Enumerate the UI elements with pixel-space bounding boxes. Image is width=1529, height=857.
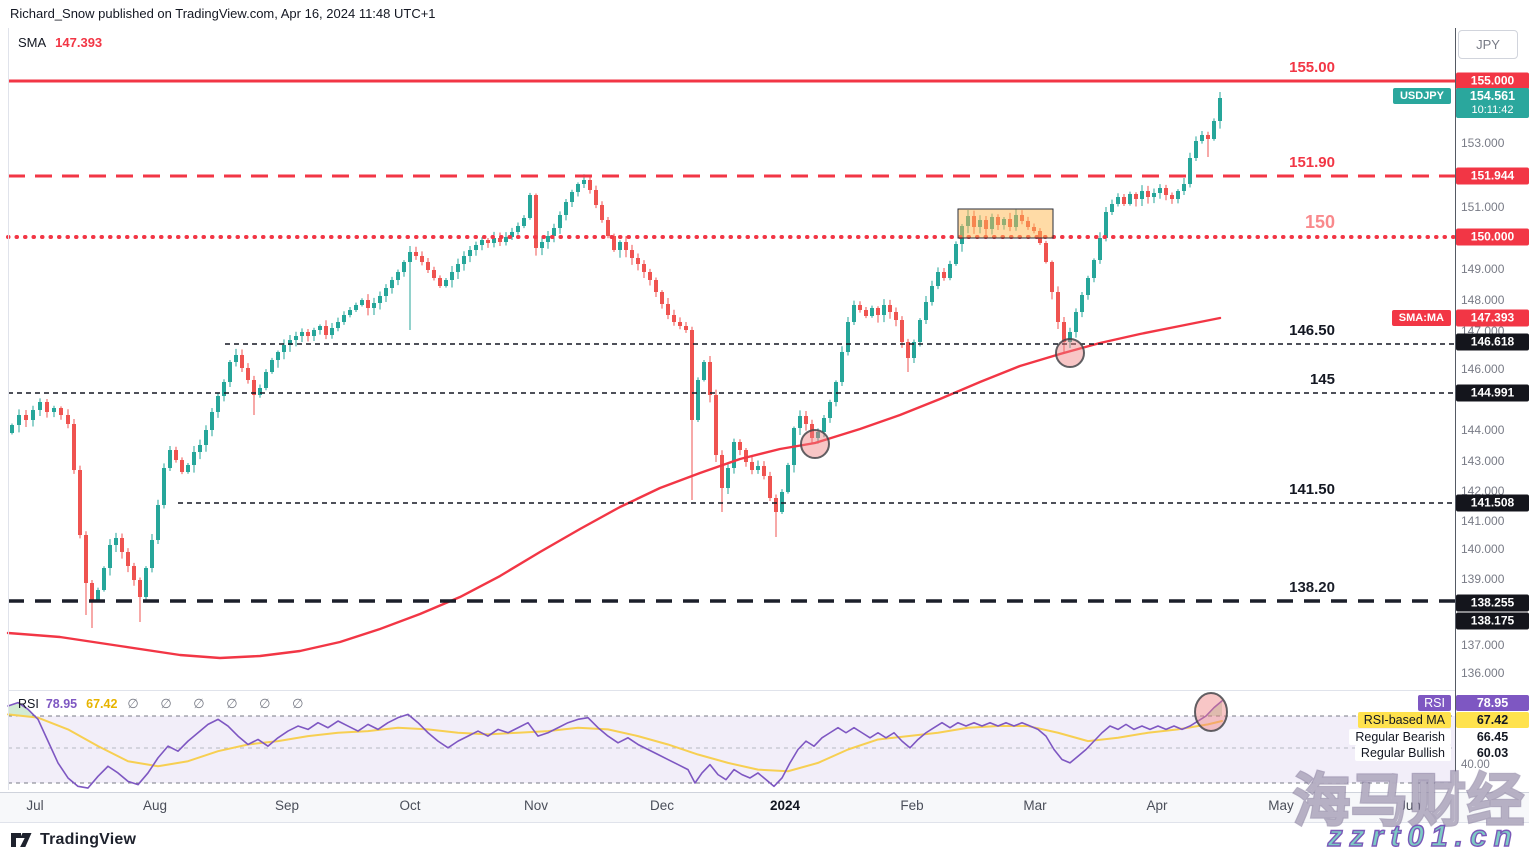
price-level-label: 151.90 (1289, 154, 1335, 171)
date-axis-tick: Mar (1023, 798, 1047, 813)
price-axis-tick: 148.000 (1461, 293, 1505, 307)
rsi-value: 78.95 (45, 697, 78, 711)
watermark-url: zzrt01.cn (1327, 819, 1519, 853)
currency-toggle-button[interactable]: JPY (1458, 30, 1518, 59)
price-line-badge: 141.508 (1456, 494, 1529, 512)
rsi-row-value: 67.42 (1456, 712, 1529, 728)
date-axis-tick: Jun (1399, 798, 1421, 813)
date-axis-tick: Nov (523, 798, 549, 813)
price-level-label: 141.50 (1289, 481, 1335, 498)
price-line-badge: 151.944 (1456, 167, 1529, 185)
date-axis-tick: Aug (142, 798, 168, 813)
price-line-badge: 147.393 (1456, 309, 1529, 327)
main-legend[interactable]: SMA 147.393 (18, 35, 102, 50)
rsi-row-label: RSI-based MA (1357, 712, 1451, 728)
price-axis-tick: 144.000 (1461, 423, 1505, 437)
date-axis-tick: Oct (399, 798, 421, 813)
watermark-chinese: 海马财经 (1292, 768, 1526, 835)
price-level-label: 155.00 (1289, 59, 1335, 76)
rsi-empty-values: ∅ ∅ ∅ ∅ ∅ ∅ (127, 696, 313, 711)
date-axis-tick: Apr (1146, 798, 1168, 813)
price-axis-border (1455, 28, 1456, 822)
sma-legend-value: 147.393 (55, 35, 103, 50)
rsi-legend[interactable]: RSI 78.95 67.42 ∅ ∅ ∅ ∅ ∅ ∅ (18, 696, 312, 712)
sma-ma-tag: SMA:MA (1391, 310, 1451, 326)
tradingview-brand-text: TradingView (40, 831, 137, 848)
price-line-badge: 138.255 (1456, 594, 1529, 612)
date-axis-tick: 2024 (769, 798, 801, 813)
price-axis-tick: 149.000 (1461, 262, 1505, 276)
price-level-label: 146.50 (1289, 322, 1335, 339)
price-axis-tick: 136.000 (1461, 666, 1505, 680)
price-level-label: 145 (1309, 371, 1335, 388)
price-axis-tick: 140.000 (1461, 542, 1505, 556)
price-axis-tick: 146.000 (1461, 362, 1505, 376)
last-price-badge: 154.561 10:11:42 (1456, 88, 1529, 118)
date-axis-tick: Dec (649, 798, 675, 813)
sma-legend-label: SMA (18, 35, 47, 50)
price-axis-tick: 141.000 (1461, 514, 1505, 528)
rsi-row-label: RSI (1418, 695, 1451, 711)
rsi-row-value: 66.45 (1476, 730, 1509, 744)
rsi-ma-value: 67.42 (86, 697, 118, 711)
price-axis-tick: 139.000 (1461, 572, 1505, 586)
price-line-badge: 146.618 (1456, 333, 1529, 351)
rsi-row-label: Regular Bullish (1354, 745, 1451, 761)
price-level-label: 150 (1304, 212, 1335, 232)
rsi-row-value: 60.03 (1476, 746, 1509, 760)
price-axis-tick: 151.000 (1461, 200, 1505, 214)
price-line-badge: 144.991 (1456, 384, 1529, 402)
price-level-label: 138.20 (1289, 579, 1335, 596)
price-axis-tick: 153.000 (1461, 136, 1505, 150)
date-axis[interactable] (0, 792, 1529, 823)
price-axis-tick: 143.000 (1461, 454, 1505, 468)
price-axis-tick: 137.000 (1461, 638, 1505, 652)
price-line-badge: 150.000 (1456, 228, 1529, 246)
rsi-row-label: Regular Bearish (1349, 729, 1451, 745)
price-line-badge: 155.000 (1456, 72, 1529, 90)
date-axis-tick: Sep (274, 798, 300, 813)
tradingview-logo-icon (11, 833, 32, 847)
pane-divider[interactable] (8, 690, 1455, 691)
pane-left-border (8, 28, 9, 790)
bar-countdown: 10:11:42 (1471, 104, 1514, 116)
date-axis-tick: Jul (26, 798, 44, 813)
date-axis-tick: Feb (900, 798, 924, 813)
publish-byline: Richard_Snow published on TradingView.co… (10, 6, 436, 21)
symbol-name-tag: USDJPY (1392, 88, 1451, 104)
rsi-axis-tick: 40.00 (1461, 759, 1490, 771)
rsi-row-value: 78.95 (1456, 695, 1529, 711)
rsi-legend-label: RSI (18, 697, 39, 711)
date-axis-tick: May (1268, 798, 1294, 813)
footer-branding[interactable]: TradingView (10, 830, 136, 850)
last-price-value: 154.561 (1469, 89, 1516, 103)
price-line-badge: 138.175 (1456, 612, 1529, 630)
